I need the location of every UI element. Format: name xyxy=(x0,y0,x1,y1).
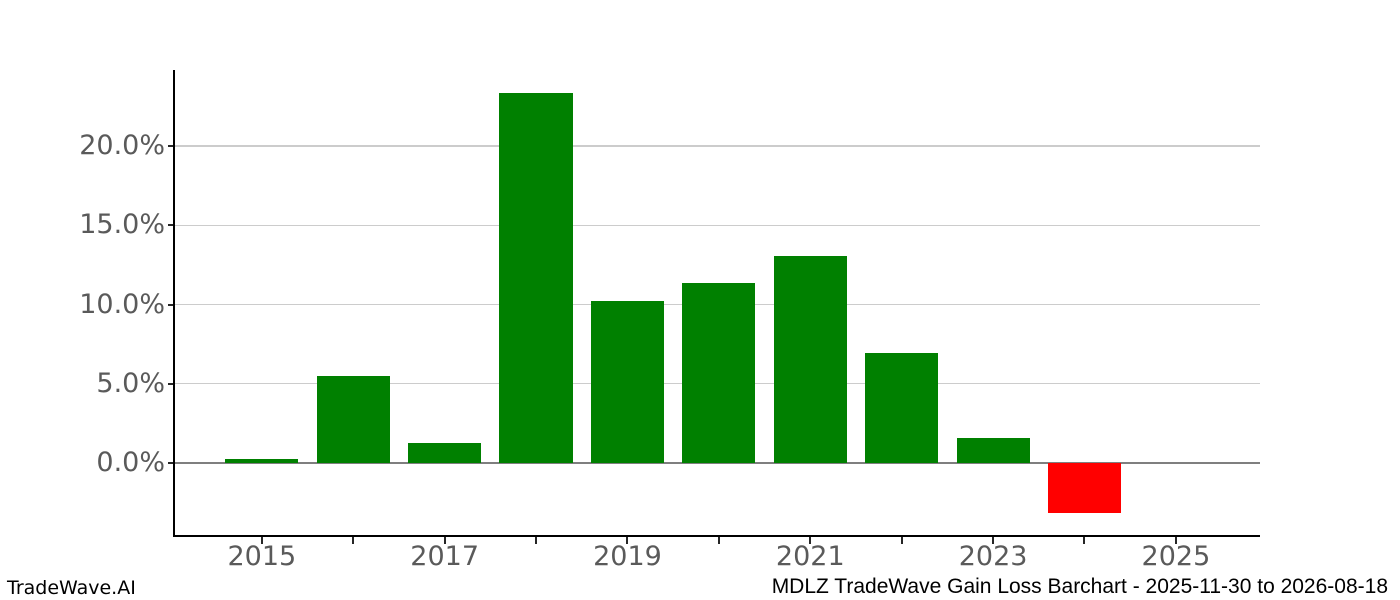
y-gridline-15.0% xyxy=(175,224,1260,227)
bar-2019 xyxy=(590,300,665,463)
y-gridline-20.0% xyxy=(175,145,1260,147)
x-tick-label-2021: 2021 xyxy=(775,541,845,572)
x-axis-spine xyxy=(173,535,1260,537)
x-tick-mark-2015 xyxy=(260,537,263,544)
bar-2022 xyxy=(865,353,939,463)
zero-line xyxy=(175,461,1260,464)
y-tick-mark-10.0% xyxy=(168,303,175,306)
chart-title: MDLZ TradeWave Gain Loss Barchart - 2025… xyxy=(771,575,1388,598)
x-tick-label-2023: 2023 xyxy=(958,541,1028,572)
x-tick-mark-2021 xyxy=(809,537,812,544)
x-tick-mark-2025 xyxy=(1174,537,1177,544)
bar-2024 xyxy=(1047,462,1122,513)
y-tick-mark-15.0% xyxy=(168,224,175,227)
x-tick-mark-2024 xyxy=(1083,537,1086,544)
x-tick-label-2015: 2015 xyxy=(227,541,297,572)
x-tick-mark-2023 xyxy=(992,537,995,544)
y-tick-label-15.0%: 15.0% xyxy=(79,209,165,241)
y-tick-label-5.0%: 5.0% xyxy=(96,367,165,399)
y-tick-label-20.0%: 20.0% xyxy=(79,130,165,162)
x-tick-label-2017: 2017 xyxy=(410,541,479,572)
y-tick-label-0.0%: 0.0% xyxy=(96,446,165,478)
x-tick-mark-2020 xyxy=(717,537,720,544)
tradewave-watermark: TradeWave.AI xyxy=(7,577,136,599)
bar-2015 xyxy=(225,458,299,463)
y-tick-mark-20.0% xyxy=(168,145,175,148)
y-tick-mark-5.0% xyxy=(168,382,175,385)
bar-2018 xyxy=(499,92,573,463)
x-tick-mark-2019 xyxy=(626,537,629,544)
bar-2021 xyxy=(773,255,847,463)
y-axis-spine xyxy=(173,70,175,537)
bar-2023 xyxy=(956,437,1030,463)
bar-2016 xyxy=(316,375,390,463)
x-tick-mark-2022 xyxy=(900,537,903,544)
y-tick-mark-0.0% xyxy=(168,461,175,464)
bar-2017 xyxy=(408,442,482,463)
x-tick-mark-2017 xyxy=(443,537,446,544)
bar-2020 xyxy=(682,283,756,463)
x-tick-label-2025: 2025 xyxy=(1141,541,1211,572)
x-tick-mark-2016 xyxy=(352,537,355,544)
x-tick-mark-2018 xyxy=(535,537,538,544)
y-tick-label-10.0%: 10.0% xyxy=(79,288,165,320)
x-tick-label-2019: 2019 xyxy=(593,541,662,572)
